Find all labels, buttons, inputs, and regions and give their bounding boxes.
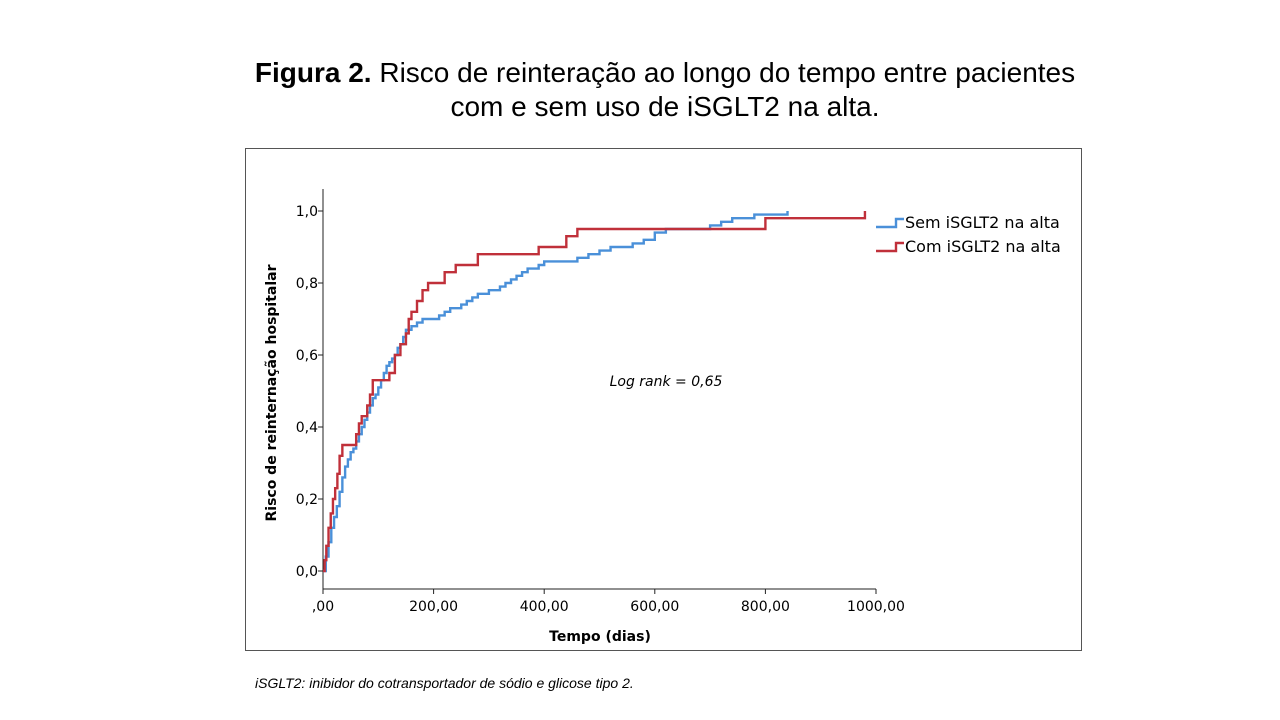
legend-swatch xyxy=(876,241,904,253)
x-tick-label: 600,00 xyxy=(630,599,679,615)
log-rank-annotation: Log rank = 0,65 xyxy=(610,374,723,390)
slide-title: Figura 2. Risco de reinteração ao longo … xyxy=(160,56,1170,124)
y-tick-label: 0,6 xyxy=(296,348,318,364)
y-axis-label: Risco de reinternação hospitalar xyxy=(264,264,280,521)
title-line-1: Figura 2. Risco de reinteração ao longo … xyxy=(160,56,1170,90)
x-tick-label: 200,00 xyxy=(409,599,458,615)
y-tick-label: 0,4 xyxy=(296,420,318,436)
series-line-1 xyxy=(323,211,789,573)
x-tick-label: 1000,00 xyxy=(847,599,905,615)
series-line-2 xyxy=(323,211,867,573)
y-tick-label: 0,0 xyxy=(296,564,318,580)
figure-label: Figura 2. xyxy=(254,57,372,88)
legend-label: Com iSGLT2 na alta xyxy=(905,237,1061,256)
x-tick-label: ,00 xyxy=(312,599,334,615)
y-tick-label: 0,8 xyxy=(296,276,318,292)
x-tick-label: 400,00 xyxy=(520,599,569,615)
title-text: Risco de reinteração ao longo do tempo e… xyxy=(371,57,1076,88)
x-axis-label: Tempo (dias) xyxy=(549,629,651,645)
title-line-2: com e sem uso de iSGLT2 na alta. xyxy=(450,91,880,122)
chart-frame: 0,0 0,2 0,4 0,6 0,8 1,0 ,00 200,00 400,00 600,00 8… xyxy=(245,148,1082,651)
series-layer xyxy=(323,211,867,573)
y-tick-label: 1,0 xyxy=(296,204,318,220)
y-tick-label: 0,2 xyxy=(296,492,318,508)
axes: 0,0 0,2 0,4 0,6 0,8 1,0 ,00 200,00 400,00 600,00 8… xyxy=(296,189,905,615)
legend-swatch xyxy=(876,217,904,229)
legend-label: Sem iSGLT2 na alta xyxy=(905,213,1060,232)
chart-svg: 0,0 0,2 0,4 0,6 0,8 1,0 ,00 200,00 400,00 600,00 8… xyxy=(264,189,1061,645)
footnote: iSGLT2: inibidor do cotransportador de s… xyxy=(255,675,634,691)
x-tick-label: 800,00 xyxy=(741,599,790,615)
legend: Sem iSGLT2 na alta Com iSGLT2 na alta xyxy=(876,213,1061,256)
